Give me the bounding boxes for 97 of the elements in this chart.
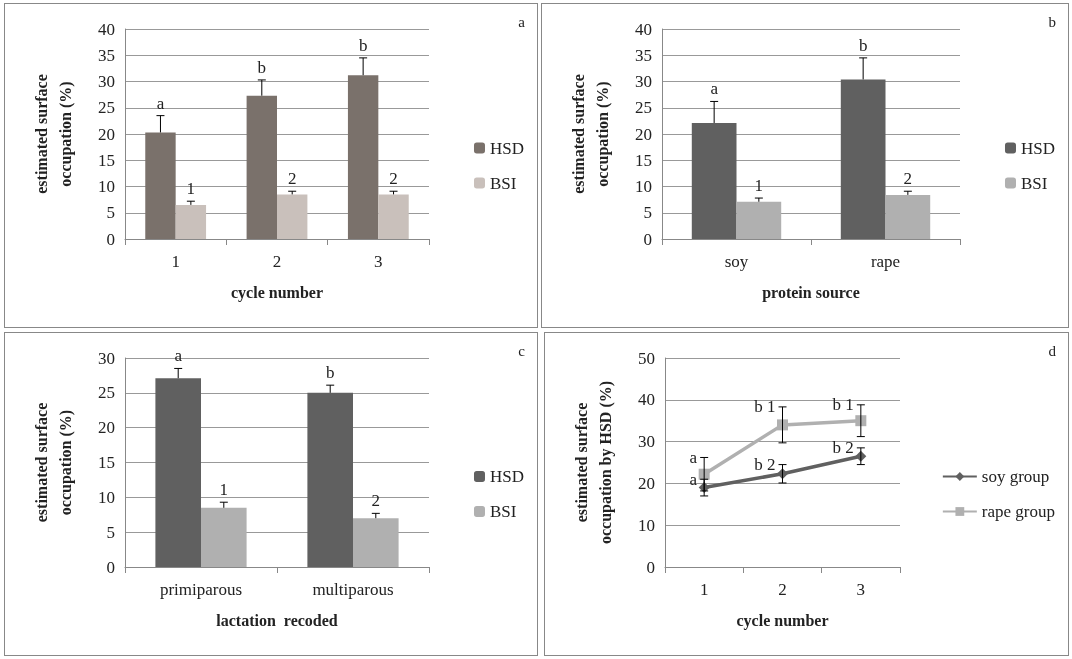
x-tick-label: 2 xyxy=(778,580,787,599)
annotation: 2 xyxy=(371,491,381,511)
legend-label: rape group xyxy=(981,502,1056,521)
y-tick-label: 30 xyxy=(635,72,652,91)
annotation: 1 xyxy=(754,176,764,196)
y-tick-label: 0 xyxy=(643,229,652,249)
x-tick-label: soy xyxy=(724,252,749,271)
annotation: a xyxy=(689,469,698,489)
bar xyxy=(840,79,886,239)
x-axis-title: lactation recoded xyxy=(216,611,338,629)
y-tick-label: 25 xyxy=(98,383,115,403)
y-tick-label: 5 xyxy=(643,203,652,223)
y-tick-label: 5 xyxy=(106,522,115,542)
bar xyxy=(246,95,277,239)
y-tick-label: 20 xyxy=(635,124,652,144)
x-tick-label: 1 xyxy=(699,580,709,599)
x-axis-title: cycle number xyxy=(736,611,829,630)
x-tick-label: multiparous xyxy=(312,580,394,599)
text: c xyxy=(518,342,526,359)
x-tick-label: 3 xyxy=(374,252,383,271)
y-tick-label: 15 xyxy=(98,453,115,472)
legend-label: BSI xyxy=(1020,173,1048,193)
y-tick-label: 35 xyxy=(635,45,652,65)
bar xyxy=(201,507,247,567)
annotation: a xyxy=(174,346,183,366)
y-tick-label: 20 xyxy=(98,418,115,438)
y-tick-label: 50 xyxy=(638,348,655,368)
y-tick-label: 5 xyxy=(106,203,115,223)
annotation: 1 xyxy=(219,480,229,500)
y-tick-label: 0 xyxy=(106,557,115,577)
legend-label: HSD xyxy=(489,467,525,486)
y-tick-label: 35 xyxy=(98,45,115,65)
y-tick-label: 30 xyxy=(98,72,115,91)
annotation: b 2 xyxy=(754,455,776,475)
bar xyxy=(175,204,207,239)
annotation: a xyxy=(156,93,165,113)
x-axis-title: cycle number xyxy=(231,283,323,302)
annotation: b 2 xyxy=(832,438,854,458)
bar xyxy=(885,194,931,239)
y-tick-label: 40 xyxy=(98,19,115,39)
y-tick-label: 0 xyxy=(106,229,115,249)
y-tick-label: 40 xyxy=(638,390,655,410)
bar xyxy=(155,378,201,567)
y-tick-label: 30 xyxy=(638,432,655,452)
legend-label: HSD xyxy=(1020,138,1056,158)
bar xyxy=(347,75,379,239)
annotation: b 1 xyxy=(832,395,854,415)
text: a xyxy=(518,13,526,30)
y-tick-label: 10 xyxy=(98,177,115,196)
text: d xyxy=(1048,342,1057,359)
y-tick-label: 10 xyxy=(98,487,115,507)
y-tick-label: 10 xyxy=(638,515,655,535)
text: b xyxy=(1048,13,1056,30)
annotation: b xyxy=(858,35,868,55)
y-tick-label: 20 xyxy=(638,473,655,493)
bar xyxy=(691,122,737,239)
annotation: 2 xyxy=(903,169,913,189)
annotation: 1 xyxy=(186,179,196,199)
x-tick-label: 3 xyxy=(856,580,866,599)
y-tick-label: 20 xyxy=(98,124,115,144)
annotation: 2 xyxy=(287,169,297,189)
bar xyxy=(378,194,409,239)
bar xyxy=(307,392,353,567)
point xyxy=(855,415,867,427)
annotation: a xyxy=(710,79,719,99)
annotation: b 1 xyxy=(754,397,776,417)
bar xyxy=(353,518,399,567)
x-tick-label: primiparous xyxy=(159,580,243,599)
y-tick-label: 40 xyxy=(635,19,652,39)
x-axis-title: protein source xyxy=(762,283,860,302)
bar xyxy=(145,132,176,239)
legend-label: soy group xyxy=(981,467,1050,486)
y-axis-title: estimated surface occupation (%) xyxy=(32,74,75,194)
y-axis-title: estimated surface occupation (%) xyxy=(32,402,75,523)
point xyxy=(777,419,788,431)
y-tick-label: 15 xyxy=(98,150,115,170)
y-axis-title: estimated surface occupation by HSD (%) xyxy=(572,380,615,545)
x-tick-label: rape xyxy=(870,252,901,271)
y-tick-label: 30 xyxy=(98,348,115,368)
legend-label: HSD xyxy=(489,138,525,158)
y-tick-label: 25 xyxy=(635,98,652,118)
y-tick-label: 15 xyxy=(635,150,652,170)
legend-label: BSI xyxy=(489,502,517,521)
annotation: b xyxy=(257,57,267,77)
bar xyxy=(736,201,782,239)
bar xyxy=(277,194,308,239)
y-tick-label: 0 xyxy=(646,557,655,577)
y-tick-label: 25 xyxy=(98,98,115,118)
annotation: b xyxy=(325,363,335,383)
y-axis-title: estimated surface occupation (%) xyxy=(569,74,612,194)
legend-label: BSI xyxy=(489,173,517,193)
x-tick-label: 1 xyxy=(171,252,180,271)
annotation: 2 xyxy=(389,169,398,189)
y-tick-label: 10 xyxy=(635,177,652,196)
annotation: a xyxy=(689,447,698,467)
x-tick-label: 2 xyxy=(272,252,282,271)
annotation: b xyxy=(358,35,368,55)
